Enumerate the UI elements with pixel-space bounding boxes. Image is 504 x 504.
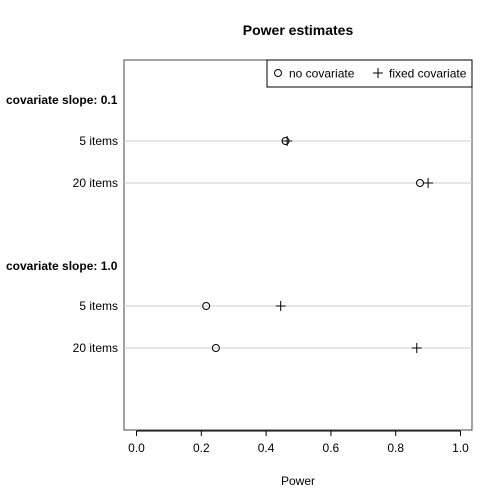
- x-tick-label: 0.2: [193, 441, 210, 455]
- marker-fixed-covariate: [423, 178, 433, 188]
- row-label: 5 items: [79, 134, 118, 148]
- legend-label-no-covariate: no covariate: [289, 67, 355, 81]
- x-tick-label: 0.6: [323, 441, 340, 455]
- row-label: 20 items: [73, 341, 118, 355]
- data-markers: [203, 136, 433, 353]
- x-axis-label: Power: [281, 474, 315, 488]
- legend: no covariate fixed covariate: [267, 60, 472, 87]
- x-tick-label: 0.4: [258, 441, 275, 455]
- marker-fixed-covariate: [412, 343, 422, 353]
- group-label: covariate slope: 1.0: [6, 259, 118, 273]
- group-label: covariate slope: 0.1: [6, 93, 118, 107]
- legend-label-fixed-covariate: fixed covariate: [389, 67, 467, 81]
- marker-fixed-covariate: [276, 301, 286, 311]
- x-tick-label: 0.0: [128, 441, 145, 455]
- plot-frame: [124, 60, 472, 430]
- x-tick-label: 0.8: [387, 441, 404, 455]
- x-tick-label: 1.0: [452, 441, 469, 455]
- row-gridlines: [124, 141, 472, 348]
- row-label: 20 items: [73, 176, 118, 190]
- row-label: 5 items: [79, 299, 118, 313]
- row-labels: 5 items 20 items 5 items 20 items: [73, 134, 118, 355]
- x-axis: 0.0 0.2 0.4 0.6 0.8 1.0: [128, 431, 469, 455]
- chart-title: Power estimates: [243, 22, 354, 38]
